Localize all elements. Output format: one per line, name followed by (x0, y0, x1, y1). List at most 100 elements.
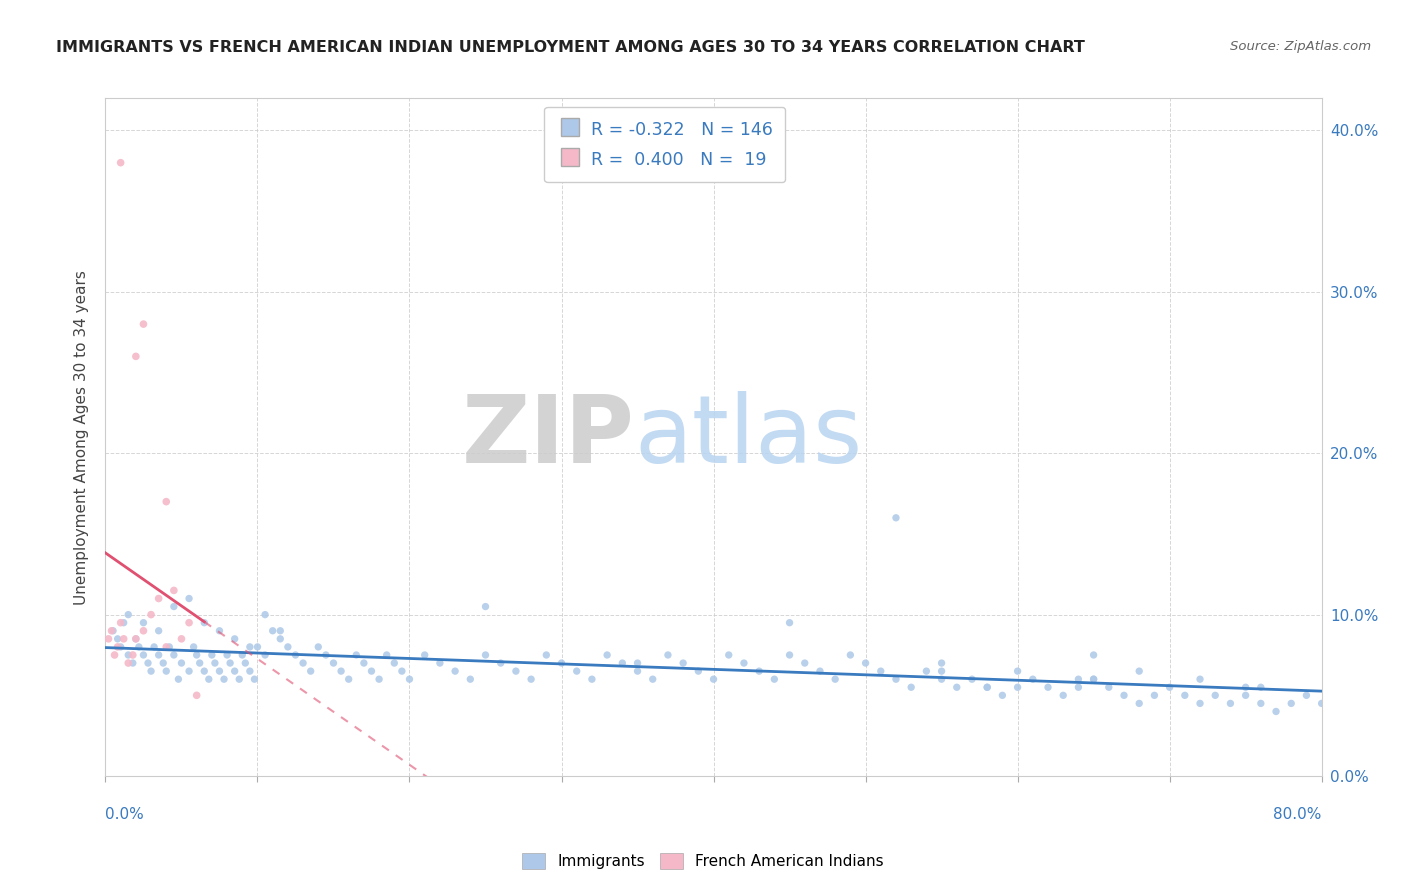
Point (107, 632, 129, 646)
Point (474, 599, 496, 614)
Point (976, 680, 998, 694)
Point (1083, 672, 1105, 686)
Point (626, 664, 648, 678)
Point (212, 672, 235, 686)
Y-axis label: Unemployment Among Ages 30 to 34 years: Unemployment Among Ages 30 to 34 years (75, 269, 90, 605)
Point (163, 599, 186, 614)
Point (186, 689, 208, 703)
Point (1250, 680, 1272, 694)
Point (458, 672, 481, 686)
Point (148, 591, 170, 606)
Point (100, 624, 122, 638)
Point (139, 607, 162, 622)
Point (193, 615, 215, 630)
Point (1234, 680, 1257, 694)
Point (170, 632, 193, 646)
Point (155, 640, 177, 654)
Point (148, 624, 170, 638)
Point (219, 656, 242, 670)
Point (763, 672, 786, 686)
Point (315, 648, 337, 662)
Point (112, 632, 135, 646)
Point (163, 648, 186, 662)
Point (224, 664, 246, 678)
Point (565, 664, 588, 678)
Point (277, 640, 299, 654)
Point (429, 656, 451, 670)
Point (1128, 664, 1150, 678)
Point (337, 672, 360, 686)
Point (748, 664, 770, 678)
Point (1295, 689, 1317, 703)
Legend: Immigrants, French American Indians: Immigrants, French American Indians (516, 847, 890, 875)
Point (657, 648, 679, 662)
Point (97, 632, 120, 646)
Point (193, 664, 215, 678)
Point (1204, 689, 1226, 703)
Point (931, 664, 953, 678)
Point (125, 350, 148, 364)
Point (702, 672, 725, 686)
Point (717, 648, 740, 662)
Point (117, 648, 139, 662)
Point (1128, 697, 1150, 711)
Point (163, 583, 186, 598)
Point (626, 656, 648, 670)
Point (444, 664, 467, 678)
Point (143, 640, 166, 654)
Point (155, 664, 177, 678)
Point (152, 656, 174, 670)
Text: Source: ZipAtlas.com: Source: ZipAtlas.com (1230, 40, 1371, 54)
Point (198, 672, 221, 686)
Legend: R = -0.322   N = 146, R =  0.400   N =  19: R = -0.322 N = 146, R = 0.400 N = 19 (544, 107, 786, 182)
Point (107, 640, 129, 654)
Point (536, 648, 558, 662)
Point (330, 664, 353, 678)
Point (292, 656, 315, 670)
Point (1279, 697, 1302, 711)
Point (808, 664, 831, 678)
Point (139, 664, 162, 678)
Point (793, 656, 815, 670)
Point (112, 615, 135, 630)
Point (117, 656, 139, 670)
Point (1083, 648, 1105, 662)
Point (231, 648, 253, 662)
Point (672, 656, 695, 670)
Point (344, 648, 367, 662)
Point (991, 689, 1014, 703)
Point (1174, 689, 1197, 703)
Point (1188, 697, 1211, 711)
Point (839, 648, 862, 662)
Point (262, 624, 284, 638)
Point (824, 672, 846, 686)
Point (188, 656, 211, 670)
Point (177, 664, 200, 678)
Point (1083, 672, 1105, 686)
Point (931, 672, 953, 686)
Point (132, 648, 155, 662)
Point (1022, 672, 1045, 686)
Point (254, 648, 277, 662)
Point (110, 155, 132, 169)
Point (228, 672, 250, 686)
Point (520, 672, 543, 686)
Point (299, 664, 322, 678)
Point (186, 648, 208, 662)
Point (368, 672, 391, 686)
Point (269, 632, 291, 646)
Point (353, 656, 375, 670)
Point (1007, 680, 1029, 694)
Point (1188, 672, 1211, 686)
Point (233, 656, 256, 670)
Point (239, 640, 262, 654)
Point (1067, 672, 1090, 686)
Point (204, 656, 226, 670)
Point (900, 680, 922, 694)
Point (284, 648, 307, 662)
Point (254, 607, 277, 622)
Point (641, 672, 664, 686)
Point (489, 656, 512, 670)
Point (201, 648, 224, 662)
Point (1112, 689, 1135, 703)
